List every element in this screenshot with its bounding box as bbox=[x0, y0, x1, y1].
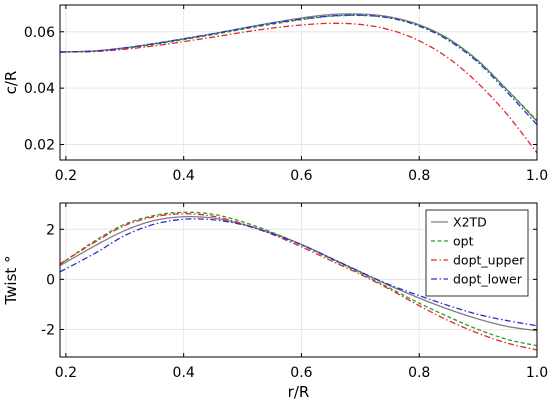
series-line-opt bbox=[60, 211, 537, 347]
legend-box bbox=[425, 209, 529, 297]
y-tick-label: 0.06 bbox=[24, 25, 55, 41]
x-tick-label: 0.2 bbox=[55, 365, 77, 381]
series-line-dopt-lower bbox=[60, 218, 537, 327]
x-tick-label: 0.4 bbox=[173, 365, 195, 381]
legend-label-opt: opt bbox=[453, 234, 474, 249]
y-tick-label: 2 bbox=[46, 222, 55, 238]
series-line-dopt-upper bbox=[60, 213, 537, 351]
series-line-dopt-upper bbox=[60, 22, 537, 154]
x-tick-label: 0.4 bbox=[173, 168, 195, 184]
y-tick-label: 0.04 bbox=[24, 81, 55, 97]
plot-frame bbox=[59, 202, 538, 358]
x-tick-label: 0.8 bbox=[408, 168, 430, 184]
legend-label-dopt-upper: dopt_upper bbox=[453, 253, 525, 268]
panel-1: 0.2 0.4 0.6 0.8 1.0 0.02 0.04 0.06 c/R bbox=[2, 4, 548, 184]
y-tick-label: 0.02 bbox=[24, 138, 55, 154]
x-tick-label: 0.8 bbox=[408, 365, 430, 381]
legend-label-X2TD: X2TD bbox=[453, 215, 487, 230]
x-tick-label: 1.0 bbox=[526, 168, 548, 184]
legend-label-dopt-lower: dopt_lower bbox=[453, 272, 523, 287]
series-line-opt bbox=[60, 14, 537, 122]
y-axis-label: c/R bbox=[2, 71, 20, 95]
legend: X2TD opt dopt_upper dopt_lower bbox=[425, 209, 529, 297]
x-axis-label: r/R bbox=[288, 383, 310, 401]
series-line-X2TD bbox=[60, 13, 537, 122]
y-axis-label: Twist ° bbox=[2, 255, 20, 305]
x-tick-label: 1.0 bbox=[526, 365, 548, 381]
y-tick-label: 0 bbox=[46, 272, 55, 288]
panel-2: 0.2 0.4 0.6 0.8 1.0 -2 0 2 Twist ° r/R X2TD opt dopt… bbox=[2, 202, 548, 401]
x-tick-label: 0.2 bbox=[55, 168, 77, 184]
x-tick-label: 0.6 bbox=[290, 365, 312, 381]
x-tick-label: 0.6 bbox=[290, 168, 312, 184]
series-line-X2TD bbox=[60, 215, 537, 332]
plot-frame bbox=[59, 4, 538, 161]
y-tick-label: -2 bbox=[41, 322, 55, 338]
